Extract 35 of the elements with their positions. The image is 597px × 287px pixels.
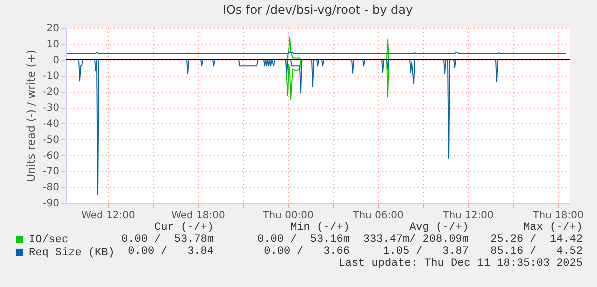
- chart-title: IOs for /dev/bsi-vg/root - by day: [222, 3, 414, 17]
- text: Avg (-/+): [410, 222, 469, 234]
- x-tick-label: Thu 18:00: [532, 210, 584, 222]
- y-axis-title: Units read (-) / write (+): [25, 50, 38, 182]
- y-tick-label: -70: [43, 166, 60, 178]
- x-tick-label: Thu 12:00: [442, 210, 494, 222]
- text: 85.16 / 4.52: [490, 246, 583, 258]
- y-tick-label: 10: [46, 39, 60, 50]
- text: 25.26 / 14.42: [490, 234, 583, 246]
- x-tick-label: Thu 06:00: [352, 210, 404, 222]
- y-tick-label: 20: [46, 24, 60, 34]
- x-tick-label: Wed 18:00: [172, 210, 226, 222]
- text: 0.00 / 3.84: [128, 246, 214, 258]
- x-tick-label: Thu 00:00: [262, 210, 314, 222]
- y-tick-label: -40: [43, 118, 60, 130]
- text: 1.05 / 3.87: [383, 246, 469, 258]
- text: 0.00 / 53.16m: [258, 234, 350, 246]
- x-tick-label: Wed 12:00: [82, 210, 136, 222]
- text: Max (-/+): [524, 222, 583, 234]
- y-tick-label: -20: [43, 87, 60, 98]
- y-tick-label: 0: [53, 55, 60, 66]
- text: Min (-/+): [290, 222, 350, 234]
- y-tick-label: -50: [43, 134, 60, 146]
- y-tick-label: -60: [43, 150, 60, 162]
- y-tick-label: -30: [43, 103, 60, 114]
- text: 333.47m/ 208.09m: [363, 234, 469, 246]
- text: 0.00 / 53.78m: [122, 234, 214, 246]
- legend-label: IO/sec: [29, 234, 69, 246]
- y-tick-label: -80: [43, 182, 60, 194]
- legend-label: Req Size (KB): [29, 248, 115, 260]
- text: Cur (-/+): [154, 222, 214, 234]
- text: Last update: Thu Dec 11 18:35:03 2025: [338, 258, 583, 270]
- y-tick-label: -10: [43, 71, 60, 82]
- text: 0.00 / 3.66: [264, 246, 350, 258]
- y-tick-label: -90: [43, 198, 60, 210]
